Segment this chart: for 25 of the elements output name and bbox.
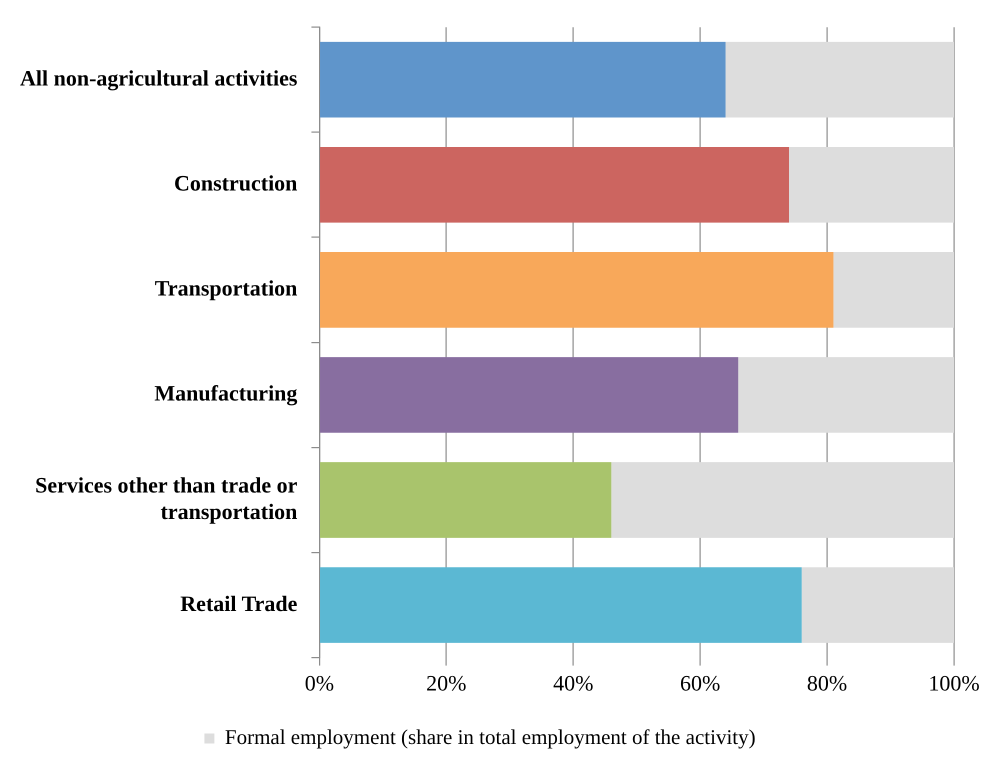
x-tick-label: 60% (680, 670, 720, 696)
bar (320, 146, 790, 223)
bar (726, 42, 954, 118)
y-tick-label: All non-agricultural activities (20, 65, 298, 90)
y-tick-label: Transportation (154, 276, 298, 301)
y-tick-label: Retail Trade (180, 590, 298, 616)
bar (789, 146, 954, 223)
legend-label: Formal employment (share in total employment of the activity) (224, 725, 756, 750)
x-tick-label: 80% (806, 670, 848, 696)
x-tick-label: 40% (553, 670, 594, 696)
bar (738, 357, 954, 433)
bar (320, 567, 802, 643)
bar (320, 252, 834, 328)
x-tick-label: 0% (304, 670, 334, 696)
bar (320, 42, 726, 118)
bar (802, 567, 954, 643)
bar (611, 462, 954, 538)
y-tick-label: Manufacturing (154, 380, 298, 406)
y-tick-label: Services other than trade or transportation (35, 472, 298, 524)
bar (320, 357, 738, 433)
bar (320, 462, 612, 538)
y-tick-label: Construction (174, 170, 298, 196)
x-tick-label: 20% (426, 670, 466, 696)
bar (833, 252, 954, 328)
x-tick-label: 100% (928, 670, 980, 696)
